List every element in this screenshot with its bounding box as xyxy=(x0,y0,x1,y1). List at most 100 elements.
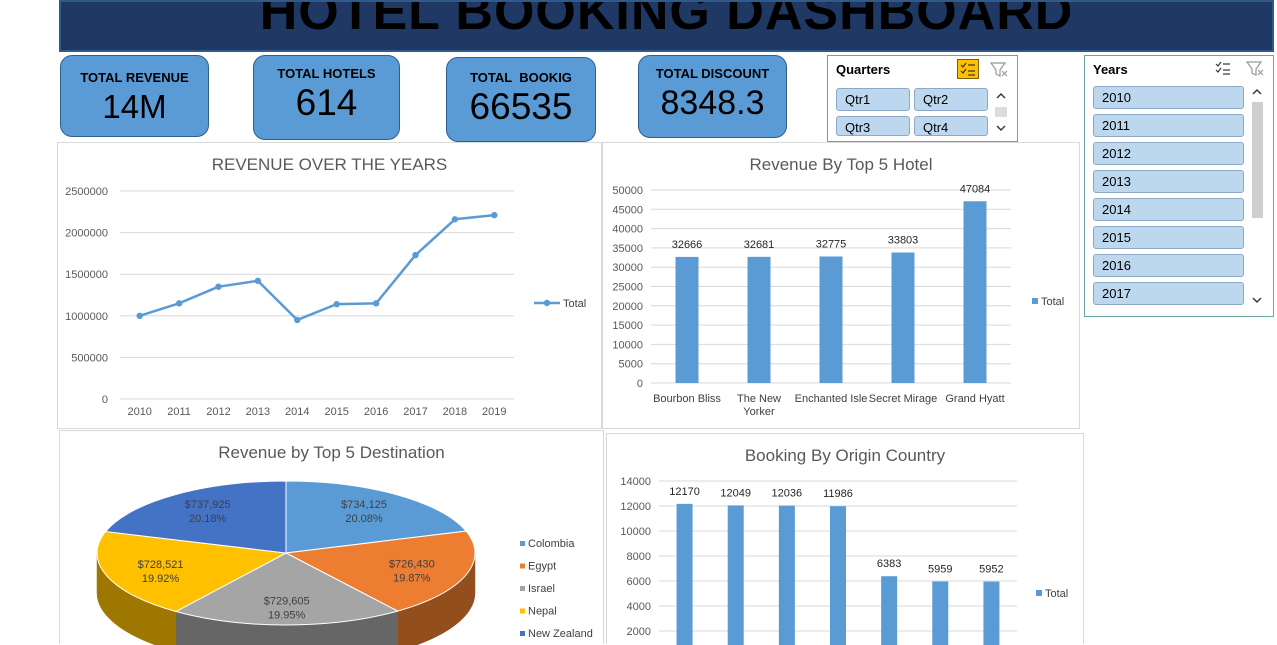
pie-value-label: $737,925 xyxy=(185,499,231,511)
y-tick-label: 35000 xyxy=(612,243,643,255)
y-tick-label: 6000 xyxy=(627,576,651,588)
legend-label: Total xyxy=(1041,296,1064,308)
quarters-slicer: Quarters Qtr1 Qtr2 Qtr3 Qtr4 xyxy=(827,55,1018,142)
data-point xyxy=(215,283,222,290)
slicer-item-year[interactable]: 2010 xyxy=(1093,86,1244,109)
hotel-bar-plot: 0 5000 10000 15000 20000 25000 30000 35000 40000… xyxy=(612,183,1064,418)
bar xyxy=(747,256,771,383)
x-tick-label: Grand Hyatt xyxy=(945,393,1004,405)
legend-swatch xyxy=(520,608,525,614)
y-tick-label: 50000 xyxy=(612,185,643,197)
data-point xyxy=(491,211,498,219)
legend-swatch xyxy=(1032,298,1038,304)
pie-slice xyxy=(174,552,399,626)
slicer-item-qtr3[interactable]: Qtr3 xyxy=(836,116,910,136)
x-tick-label: Enchanted Isle xyxy=(795,393,868,405)
x-tick-label: Bourbon Bliss xyxy=(653,393,721,405)
slicer-item-year[interactable]: 2015 xyxy=(1093,226,1244,249)
years-scrollbar[interactable] xyxy=(1249,84,1266,308)
legend-label: Total xyxy=(1045,588,1068,600)
y-tick-label: 500000 xyxy=(71,352,108,364)
legend-swatch xyxy=(520,586,525,591)
legend-label: New Zealand xyxy=(528,628,593,640)
legend-label: Egypt xyxy=(528,561,556,573)
y-tick-label: 15000 xyxy=(612,320,643,332)
multi-select-icon[interactable] xyxy=(957,59,979,79)
y-tick-label: 0 xyxy=(637,378,643,390)
y-tick-label: 40000 xyxy=(612,224,643,236)
dashboard-title: HOTEL BOOKING DASHBOARD xyxy=(259,0,1074,41)
pie-value-label: $726,430 xyxy=(389,558,435,570)
y-tick-label: 12000 xyxy=(620,501,651,513)
y-tick-label: 30000 xyxy=(612,262,643,274)
kpi-total-revenue: TOTAL REVENUE 14M xyxy=(60,55,209,137)
legend-label: Colombia xyxy=(528,538,575,550)
dashboard-banner: HOTEL BOOKING DASHBOARD xyxy=(59,0,1274,52)
kpi-total-discount: TOTAL DISCOUNT 8348.3 xyxy=(638,55,787,138)
bar xyxy=(778,505,795,645)
data-label: 5959 xyxy=(928,564,952,576)
data-label: 32681 xyxy=(744,239,775,251)
y-tick-label: 4000 xyxy=(627,601,651,613)
data-point xyxy=(451,216,459,223)
slicer-item-year[interactable]: 2014 xyxy=(1093,198,1244,221)
data-point xyxy=(175,300,183,307)
y-tick-label: 14000 xyxy=(620,476,651,488)
chart-title: Revenue by Top 5 Destination xyxy=(218,443,445,462)
data-label: 32775 xyxy=(816,238,847,250)
slicer-item-year[interactable]: 2017 xyxy=(1093,282,1244,305)
bar xyxy=(881,576,898,645)
chart-title: Revenue By Top 5 Hotel xyxy=(749,155,933,174)
quarters-scrollbar[interactable] xyxy=(993,88,1009,136)
pie-percent-label: 19.95% xyxy=(268,609,306,621)
x-tick-label: 2015 xyxy=(324,406,348,418)
slicer-item-year[interactable]: 2011 xyxy=(1093,114,1244,137)
y-tick-label: 2500000 xyxy=(65,186,108,198)
legend-swatch xyxy=(520,631,525,636)
pie-slice xyxy=(284,530,476,612)
legend-swatch xyxy=(1036,590,1042,596)
x-tick-label: The New xyxy=(737,393,781,405)
bar xyxy=(983,581,1000,645)
x-tick-label: 2012 xyxy=(206,406,230,418)
pie-slice xyxy=(96,531,288,613)
data-label: 5952 xyxy=(979,564,1003,576)
data-point xyxy=(136,312,143,319)
clear-filter-icon[interactable] xyxy=(989,61,1009,79)
y-tick-label: 1500000 xyxy=(65,269,108,281)
y-tick-label: 2000000 xyxy=(65,228,108,240)
data-label: 32666 xyxy=(672,239,703,251)
clear-filter-icon[interactable] xyxy=(1245,60,1265,78)
slicer-item-qtr1[interactable]: Qtr1 xyxy=(836,88,910,111)
legend-label: Israel xyxy=(528,583,555,595)
kpi-label: TOTAL BOOKIG xyxy=(470,70,572,85)
y-tick-label: 20000 xyxy=(612,301,643,313)
slicer-item-qtr2[interactable]: Qtr2 xyxy=(914,88,988,111)
kpi-value: 66535 xyxy=(469,86,573,127)
revenue-top-destination-chart: Revenue by Top 5 Destination $734,125 20.… xyxy=(59,430,604,645)
slicer-item-year[interactable]: 2013 xyxy=(1093,170,1244,193)
data-label: 11986 xyxy=(823,488,853,500)
bar xyxy=(727,505,744,645)
y-tick-label: 0 xyxy=(102,394,108,406)
data-point xyxy=(294,316,301,324)
data-label: 47084 xyxy=(960,183,991,195)
data-point xyxy=(412,251,419,259)
slicer-item-year[interactable]: 2012 xyxy=(1093,142,1244,165)
quarters-slicer-title: Quarters xyxy=(836,62,891,77)
slicer-item-qtr4[interactable]: Qtr4 xyxy=(914,116,988,136)
legend-marker xyxy=(543,299,551,307)
chart-title: Booking By Origin Country xyxy=(744,446,946,465)
data-point xyxy=(333,300,340,308)
y-tick-label: 5000 xyxy=(619,359,643,371)
data-label: 33803 xyxy=(888,235,919,247)
kpi-value: 8348.3 xyxy=(660,84,765,122)
x-tick-label: 2010 xyxy=(127,406,151,418)
kpi-label: TOTAL HOTELS xyxy=(277,66,376,81)
slicer-item-year[interactable]: 2016 xyxy=(1093,254,1244,277)
legend-label: Total xyxy=(563,298,586,310)
kpi-value: 614 xyxy=(295,82,358,123)
multi-select-icon[interactable] xyxy=(1213,59,1235,79)
pie-percent-label: 20.18% xyxy=(189,513,227,525)
data-label: 12049 xyxy=(720,487,751,499)
